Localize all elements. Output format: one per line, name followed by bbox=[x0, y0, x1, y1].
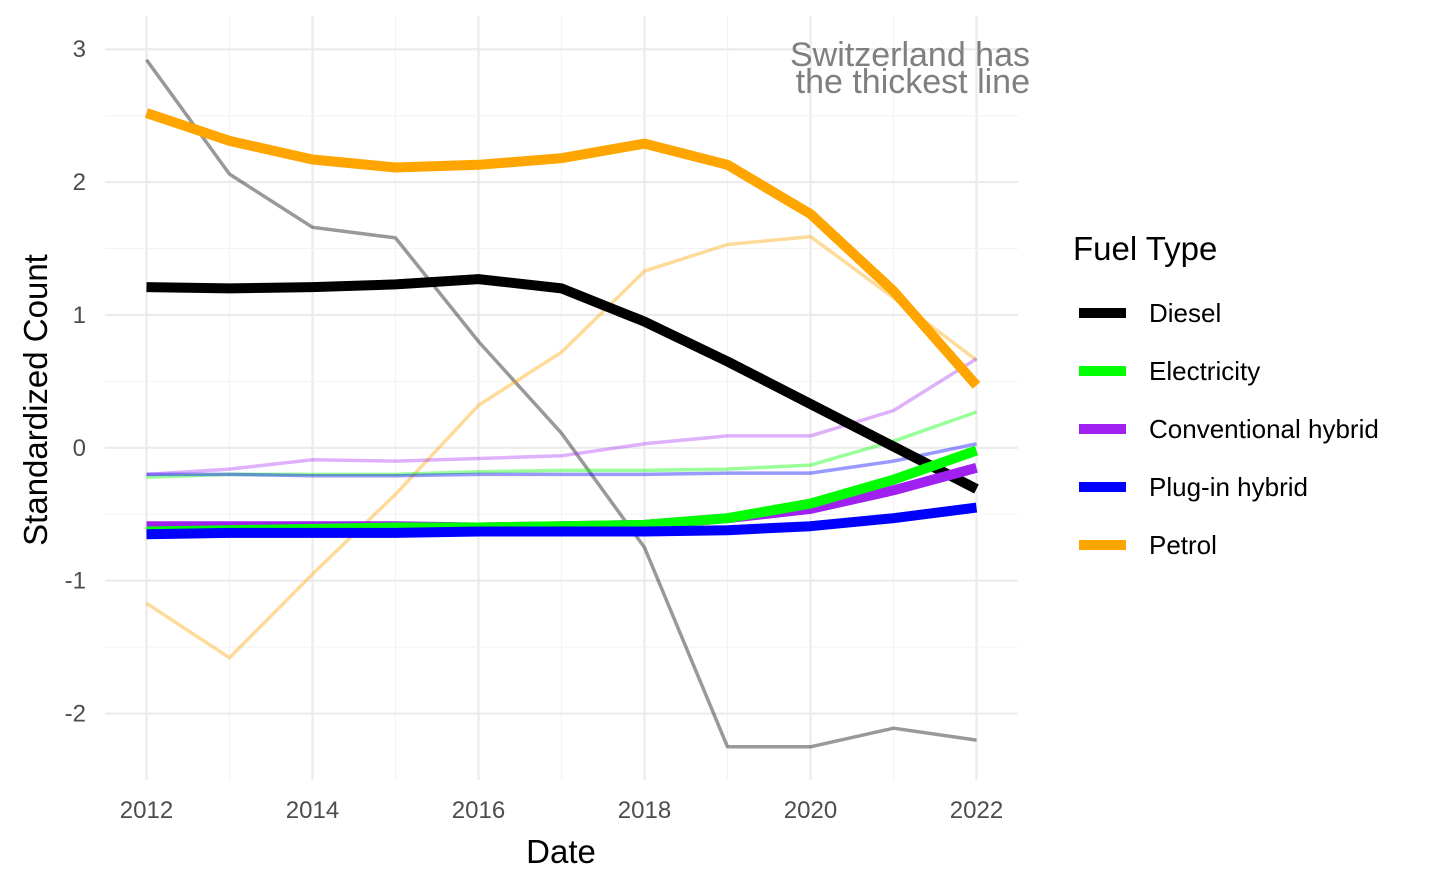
y-axis-tick-labels: -2 -1 0 1 2 3 bbox=[65, 36, 86, 727]
legend-label-petrol: Petrol bbox=[1149, 530, 1217, 560]
conventional-hybrid-series-line-thin bbox=[146, 357, 978, 477]
legend-label-electricity: Electricity bbox=[1149, 356, 1260, 386]
x-axis-title: Date bbox=[526, 833, 596, 870]
annotation-line-1: Switzerland has bbox=[790, 36, 1030, 74]
x-tick-label: 2022 bbox=[950, 797, 1003, 824]
legend-label-plug-in-hybrid: Plug-in hybrid bbox=[1149, 472, 1308, 502]
y-tick-label: 0 bbox=[73, 435, 86, 462]
petrol-series-line-thick bbox=[144, 108, 981, 389]
x-axis-tick-labels: 2012 2014 2016 2018 2020 2022 bbox=[120, 797, 1003, 824]
x-tick-label: 2014 bbox=[286, 797, 339, 824]
x-tick-label: 2016 bbox=[452, 797, 505, 824]
chart-annotation: Switzerland has the thickest line bbox=[790, 36, 1030, 101]
electricity-series-line-thin bbox=[146, 410, 978, 479]
legend-label-conventional-hybrid: Conventional hybrid bbox=[1149, 414, 1379, 444]
legend: Fuel Type Diesel Electricity Conventional … bbox=[1073, 230, 1379, 560]
x-tick-label: 2018 bbox=[618, 797, 671, 824]
x-tick-label: 2012 bbox=[120, 797, 173, 824]
y-tick-label: 1 bbox=[73, 302, 86, 329]
diesel-series-line-thick bbox=[146, 274, 979, 494]
y-tick-label: -2 bbox=[65, 701, 86, 728]
legend-label-diesel: Diesel bbox=[1149, 298, 1221, 328]
country-series-thick bbox=[144, 108, 981, 540]
y-tick-label: -1 bbox=[65, 568, 86, 595]
y-tick-label: 3 bbox=[73, 36, 86, 63]
x-tick-label: 2020 bbox=[784, 797, 837, 824]
y-tick-label: 2 bbox=[73, 169, 86, 196]
country-series-thin bbox=[145, 58, 978, 749]
plug-in-hybrid-series-line-thin bbox=[146, 442, 977, 478]
plug-in-hybrid-series-line-thick bbox=[146, 502, 978, 540]
diesel-series-line-thin bbox=[145, 58, 977, 749]
annotation-line-2: the thickest line bbox=[796, 63, 1030, 101]
grid-lines bbox=[105, 16, 1018, 780]
legend-title: Fuel Type bbox=[1073, 230, 1217, 267]
petrol-series-line-thin bbox=[145, 234, 978, 660]
y-axis-title: Standardized Count bbox=[17, 254, 54, 546]
